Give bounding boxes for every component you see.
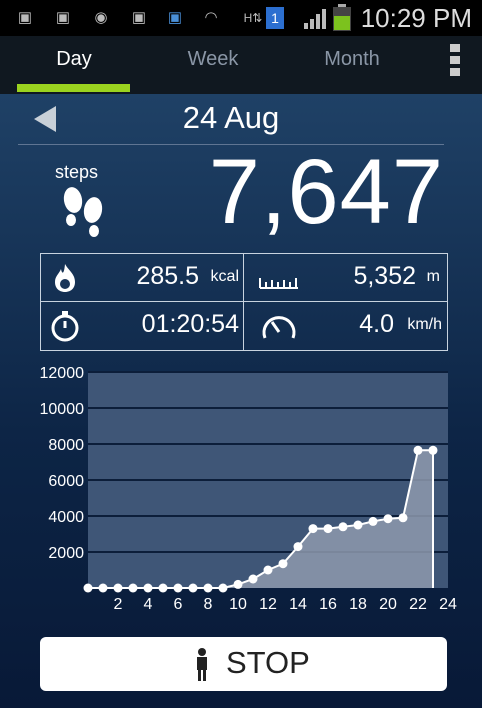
duration-stat: 01:20:54 — [41, 302, 243, 349]
x-tick-label: 12 — [259, 596, 277, 613]
data-point — [233, 579, 243, 589]
duration-value: 01:20:54 — [141, 310, 239, 338]
data-point — [398, 513, 408, 523]
x-tick-label: 8 — [204, 596, 213, 613]
data-point — [308, 524, 318, 534]
speedometer-icon — [262, 316, 296, 339]
y-tick-label: 6000 — [48, 473, 84, 490]
data-point — [128, 583, 138, 593]
speed-stat: 4.0 km/h — [244, 302, 446, 349]
battery-icon — [333, 4, 351, 31]
date-label: 24 Aug — [182, 100, 280, 135]
speed-value: 4.0 — [359, 310, 394, 338]
photo-icon: ▣ — [55, 9, 71, 26]
data-point — [338, 522, 348, 532]
x-tick-label: 18 — [349, 596, 367, 613]
data-point — [188, 583, 198, 593]
data-point — [113, 583, 123, 593]
tab-day[interactable]: Day — [56, 48, 92, 70]
steps-label: steps — [55, 162, 99, 182]
data-point — [368, 516, 378, 526]
data-point — [98, 583, 108, 593]
data-point — [263, 565, 273, 575]
data-point — [293, 542, 303, 552]
y-tick-label: 4000 — [48, 509, 84, 526]
data-point — [158, 583, 168, 593]
date-header: 24 Aug — [18, 94, 444, 145]
x-tick-label: 22 — [409, 596, 427, 613]
x-tick-label: 2 — [114, 596, 123, 613]
calories-stat: 285.5 kcal — [41, 254, 243, 301]
ruler-icon — [259, 278, 298, 289]
footprints-icon — [63, 187, 103, 237]
data-point — [83, 583, 93, 593]
data-point — [173, 583, 183, 593]
y-tick-label: 2000 — [48, 545, 84, 562]
tripadvisor-icon: ◉ — [94, 9, 108, 26]
stopwatch-icon — [51, 311, 79, 342]
x-tick-label: 10 — [229, 596, 247, 613]
person-icon — [197, 648, 207, 681]
y-tick-label: 12000 — [40, 366, 85, 382]
speed-unit: km/h — [407, 316, 442, 333]
photo-icon: ▣ — [131, 9, 147, 26]
overflow-menu-icon[interactable] — [450, 44, 462, 80]
stats-grid: 285.5 kcal 5,352 m 01:20:54 4.0 km/ — [40, 253, 448, 351]
data-point — [353, 520, 363, 530]
pedometer-icon: ▣ — [167, 9, 183, 26]
data-point — [323, 524, 333, 534]
status-bar: ▣ ▣ ◉ ▣ ▣ ◠ H⇅ 1 10:29 PM — [0, 0, 482, 36]
clock: 10:29 PM — [360, 3, 472, 33]
y-tick-label: 10000 — [40, 401, 85, 418]
tab-week[interactable]: Week — [187, 48, 239, 70]
stop-button-label: STOP — [226, 645, 310, 680]
wifi-icon: ◠ — [204, 9, 218, 26]
notification-badge-icon: 1 — [266, 7, 284, 29]
stop-button[interactable]: STOP — [40, 637, 447, 691]
calories-unit: kcal — [210, 268, 239, 285]
x-tick-label: 20 — [379, 596, 397, 613]
data-point — [203, 583, 213, 593]
signal-icon — [304, 9, 326, 29]
back-arrow-icon[interactable] — [34, 106, 56, 132]
calories-value: 285.5 — [136, 262, 199, 290]
main-panel: 24 Aug steps 7,647 285.5 kcal 5,352 m — [0, 94, 482, 708]
y-tick-label: 8000 — [48, 437, 84, 454]
distance-value: 5,352 — [353, 262, 416, 290]
x-tick-label: 4 — [144, 596, 153, 613]
data-point — [143, 583, 153, 593]
data-point — [413, 445, 423, 455]
data-transfer-icon: H⇅ — [243, 11, 263, 25]
data-point — [218, 583, 228, 593]
tab-month[interactable]: Month — [324, 48, 380, 70]
x-tick-label: 6 — [174, 596, 183, 613]
x-tick-label: 14 — [289, 596, 307, 613]
data-point — [428, 445, 438, 455]
area-fill — [88, 450, 433, 588]
x-tick-label: 24 — [439, 596, 457, 613]
data-point — [278, 559, 288, 569]
data-point — [248, 574, 258, 584]
steps-count: 7,647 — [208, 141, 444, 243]
data-point — [383, 514, 393, 524]
distance-unit: m — [426, 268, 440, 285]
x-tick-label: 16 — [319, 596, 337, 613]
flame-icon — [55, 264, 75, 292]
distance-stat: 5,352 m — [244, 254, 446, 301]
photo-icon: ▣ — [17, 9, 33, 26]
active-tab-indicator — [17, 84, 130, 92]
